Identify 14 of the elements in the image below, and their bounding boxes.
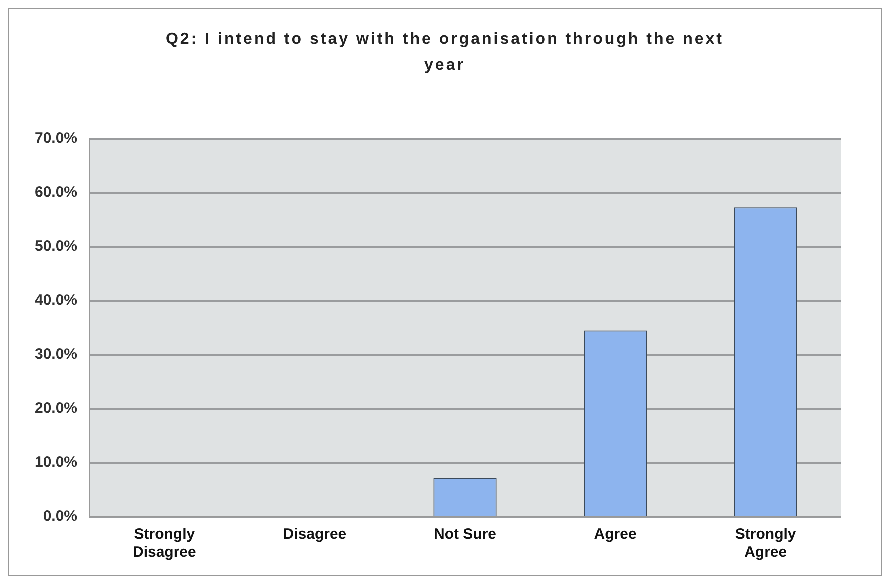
x-tick-label: Agree (594, 526, 637, 544)
x-tick-label: Not Sure (434, 526, 497, 544)
x-tick-label: Strongly Disagree (132, 526, 196, 562)
y-tick-label: 60.0% (34, 184, 78, 202)
chart-title: Q2: I intend to stay with the organisation through the next year (164, 30, 725, 76)
y-tick-label: 0.0% (43, 508, 78, 526)
y-tick-label: 20.0% (34, 400, 78, 418)
x-tick-label: Disagree (283, 526, 347, 544)
y-tick-label: 40.0% (34, 292, 78, 310)
x-tick-label: Strongly Agree (735, 526, 797, 562)
y-tick-label: 50.0% (34, 238, 78, 256)
y-tick-label: 30.0% (34, 346, 78, 364)
y-tick-label: 10.0% (34, 454, 78, 472)
y-tick-label: 70.0% (34, 130, 78, 148)
